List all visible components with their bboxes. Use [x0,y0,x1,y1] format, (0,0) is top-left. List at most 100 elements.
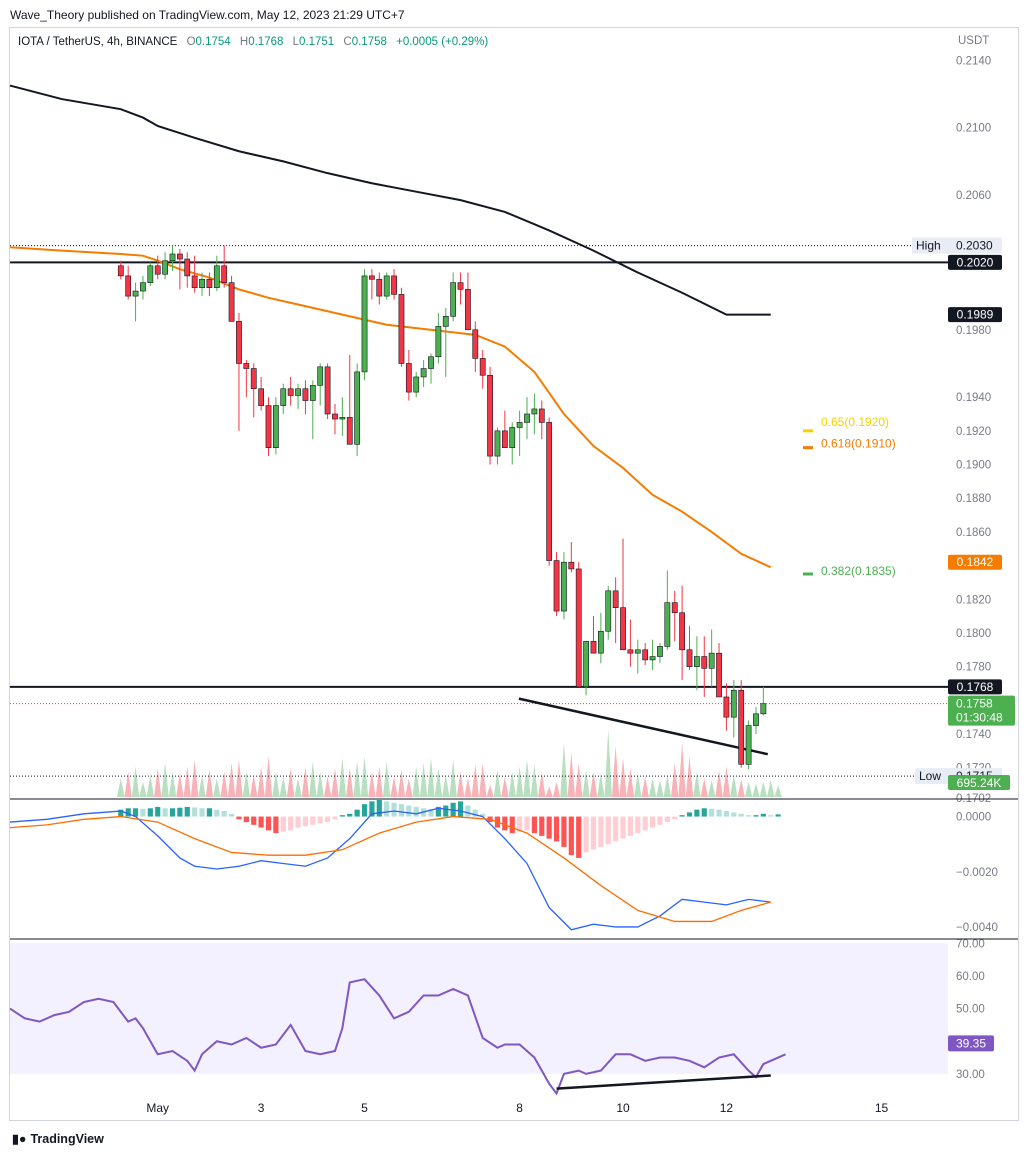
macd-histogram-bar [620,816,626,839]
candle-down [391,269,397,300]
macd-histogram-bar [775,814,781,817]
candle-up [693,636,700,691]
macd-histogram-bar [258,816,264,828]
candle-body [620,607,626,651]
candle-up [354,363,361,457]
volume-value-label: 695.24K [957,776,1002,790]
close-value: 0.1758 [351,36,387,48]
candle-body [738,689,745,765]
candle-down [501,410,508,448]
macd-histogram-bar [325,816,331,823]
candle-down [405,350,412,401]
price-tick-label: 0.2100 [956,123,991,135]
time-tick-label: May [146,1101,169,1115]
candle-body [708,652,715,669]
candle-body [753,713,759,726]
macd-histogram-bar [347,813,353,817]
volume-bars [117,729,782,797]
candle-body [125,275,132,297]
candle-body [693,656,700,667]
candle-down [324,363,331,420]
candle-body [561,561,567,612]
macd-histogram-bar [472,809,478,817]
candle-down [612,577,619,644]
ema-50-price-label: 0.1842 [957,555,994,569]
change-value: +0.0005 (+0.29%) [396,36,489,48]
candle-body [701,656,708,669]
candle-down [221,245,228,288]
high-value: 0.1768 [248,36,284,48]
candle-body [516,422,523,428]
candle-body [339,417,346,420]
candle-body [287,388,294,396]
candle-body [612,590,619,608]
macd-histogram-bar [686,812,693,817]
candle-body [494,430,501,457]
candle-up [753,707,759,734]
macd-histogram-bar [502,816,508,831]
macd-histogram-bar [768,815,774,817]
macd-histogram-bar [228,813,235,817]
macd-histogram-bar [753,815,759,817]
macd-histogram-bar [517,816,523,832]
macd-histogram-bar [443,805,449,817]
price-tick-label: 0.1900 [956,460,991,472]
current-price-label: 0.1758 [956,697,993,711]
candle-body [273,405,279,448]
price-tick-label: 0.1980 [956,325,991,337]
candle-up [273,397,279,455]
volume-down-area [124,742,745,797]
macd-histogram-bar [310,816,316,825]
candle-body [191,275,198,288]
candle-up [450,272,457,322]
candle-up [169,245,176,271]
time-tick-label: 12 [720,1101,734,1115]
macd-histogram-bar [132,808,139,817]
macd-histogram-bar [657,816,663,825]
candle-body [435,326,442,358]
symbol-label[interactable]: IOTA / TetherUS, 4h, BINANCE [18,36,178,48]
fib-level-label: 0.618(0.1910) [821,437,896,451]
candle-down [398,287,405,367]
macd-histogram-bar [302,816,309,827]
price-tick-label: 0.1780 [956,662,991,674]
candle-up [561,552,567,620]
candle-body [450,282,457,317]
candlesticks[interactable] [117,245,767,770]
candle-up [657,643,663,664]
macd-histogram-bar [384,801,390,817]
candle-up [295,383,301,409]
candle-down [568,542,575,573]
ema-200-price-label-bg [948,307,1002,323]
macd-histogram-bar [546,816,552,839]
candle-down [191,255,198,293]
macd-histogram-bar [635,816,641,834]
candle-up [509,422,516,465]
candle-down [590,616,597,654]
candle-body [243,363,250,369]
candle-body [213,265,220,288]
candle-body [590,641,597,654]
macd-signal-line [9,815,771,923]
macd-histogram-bar [716,809,722,817]
ema-50-line [9,246,772,569]
candle-body [487,374,493,457]
candle-up [361,269,368,381]
candle-body [354,371,361,445]
macd-histogram-bar [679,815,685,817]
candle-up [420,360,427,388]
rsi-band [10,943,948,1074]
candle-up [442,307,449,377]
candle-up [524,397,530,440]
macd-histogram-bar [391,802,397,817]
macd-pane [9,800,781,931]
macd-histogram-bar [288,816,294,831]
macd-histogram-bar [723,811,730,817]
candle-up [413,371,420,398]
macd-histogram-bar [583,816,589,853]
candle-body [686,649,693,667]
candle-body [664,602,671,647]
candle-down [716,643,722,698]
price-tick-label: 0.1940 [956,392,991,404]
